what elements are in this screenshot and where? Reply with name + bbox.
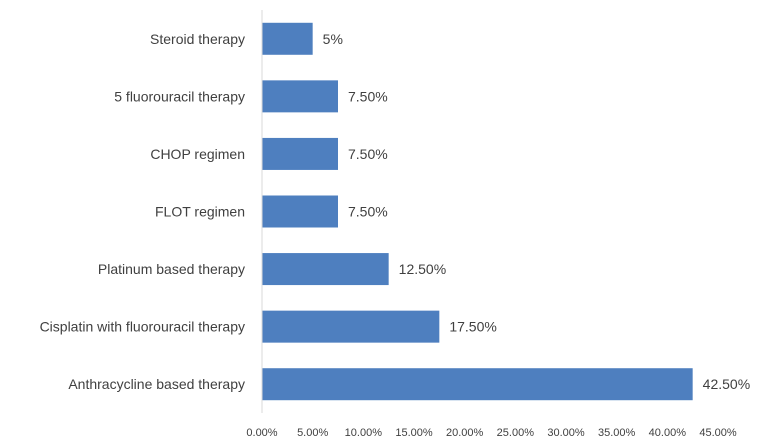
x-tick-label-3: 10.00% [345,427,383,439]
category-label-2: 5 fluorouracil therapy [114,88,245,104]
data-label-2: 7.50% [348,88,388,104]
data-label-4: 7.50% [348,204,388,220]
data-label-5: 12.50% [399,261,446,277]
x-tick-labels-group: 0.00% 5.00% 10.00% 15.00% 20.00% 25.00% 30.00%… [246,427,736,439]
category-label-1: Steroid therapy [150,31,245,47]
category-label-6: Cisplatin with fluorouracil therapy [40,319,245,335]
x-tick-label-6: 25.00% [497,427,535,439]
bar-6 [262,310,440,343]
x-tick-label-7: 30.00% [547,427,585,439]
x-tick-label-4: 15.00% [395,427,433,439]
data-label-1: 5% [323,31,343,47]
x-tick-label-8: 35.00% [598,427,636,439]
category-labels-group: Steroid therapy 5 fluorouracil therapy CHO… [40,31,245,392]
bar-2 [262,80,338,113]
bar-5 [262,253,389,286]
category-label-5: Platinum based therapy [98,261,245,277]
bar-1 [262,22,313,55]
bar-4 [262,195,338,228]
x-tick-label-2: 5.00% [297,427,328,439]
bar-7 [262,368,693,401]
category-label-4: FLOT regimen [155,204,245,220]
data-labels-group: 5% 7.50% 7.50% 7.50% 12.50% 17.50% 42.50% [323,31,750,392]
x-tick-label-1: 0.00% [246,427,277,439]
data-label-7: 42.50% [703,376,750,392]
category-label-3: CHOP regimen [150,146,245,162]
bar-3 [262,137,338,170]
category-label-7: Anthracycline based therapy [68,376,245,392]
x-tick-label-9: 40.00% [649,427,687,439]
x-tick-label-10: 45.00% [699,427,737,439]
data-label-3: 7.50% [348,146,388,162]
x-tick-label-5: 20.00% [446,427,484,439]
bars-group [262,22,693,401]
data-label-6: 17.50% [449,319,496,335]
